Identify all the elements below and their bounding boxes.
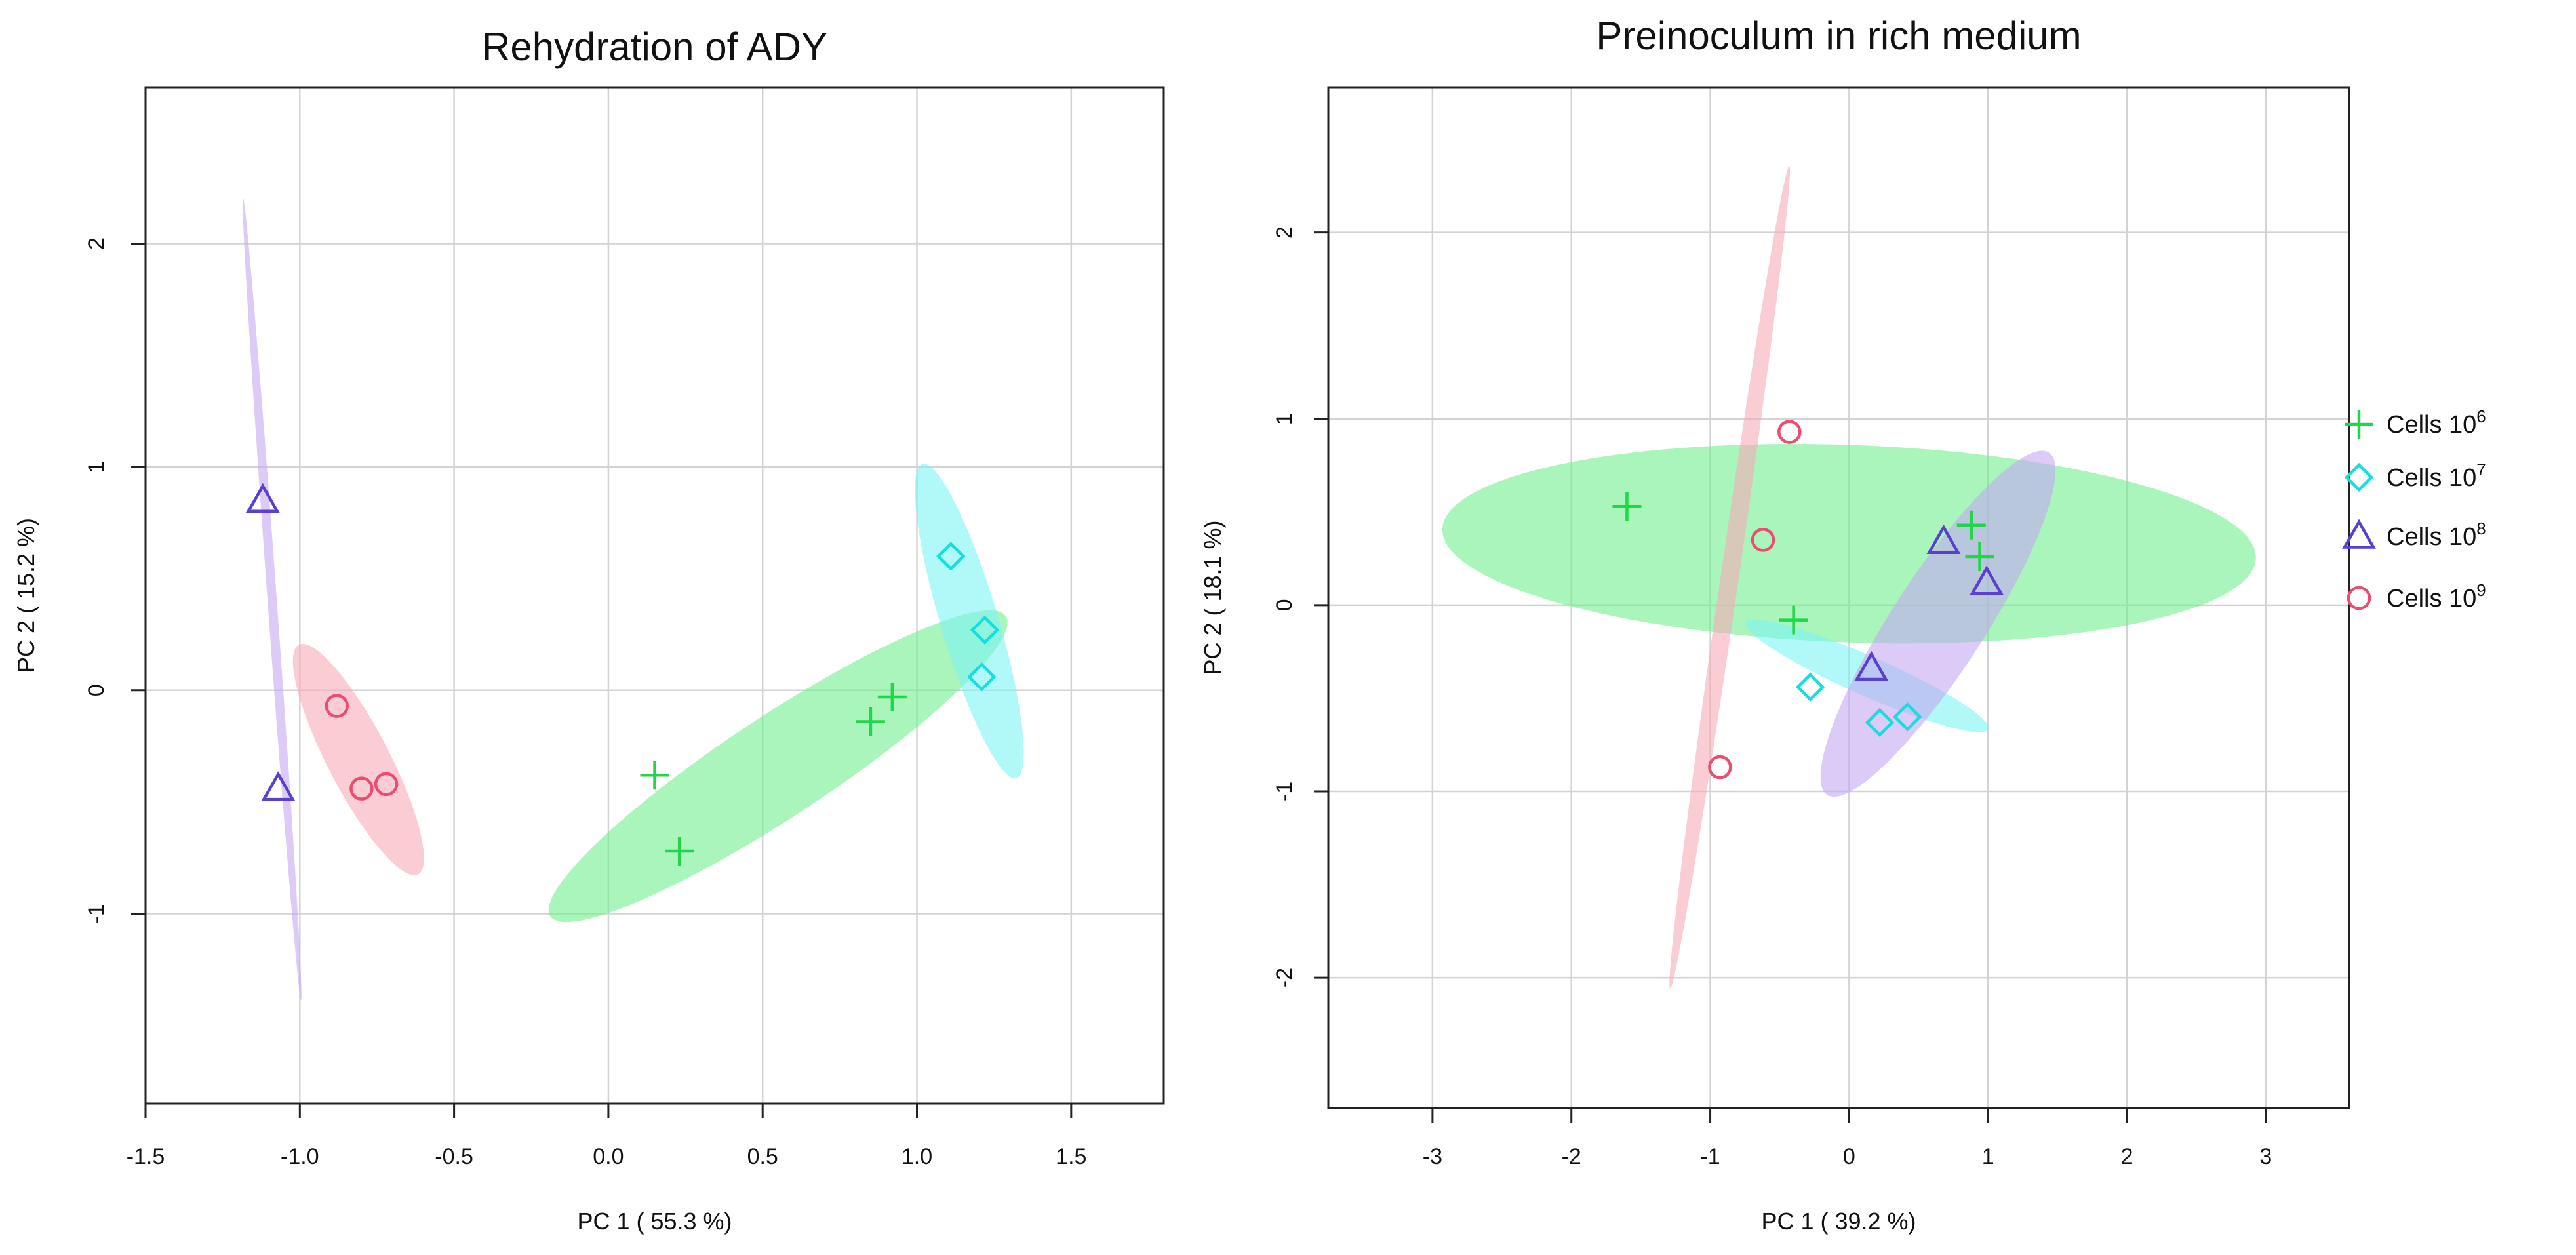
confidence-ellipse-cells-1e8 (243, 197, 302, 1001)
y-tick-label: 1 (84, 461, 109, 473)
legend-marker-cells-1e9 (2347, 586, 2371, 610)
y-axis-label: PC 2 ( 18.1 %) (1199, 520, 1226, 675)
confidence-ellipse-cells-1e9 (292, 643, 424, 875)
legend-label-cells-1e6: Cells 106 (2387, 407, 2486, 439)
data-point-cells-1e6 (1779, 605, 1808, 635)
legend-label-text: Cells 10 (2387, 585, 2476, 612)
y-tick-label: 0 (1272, 599, 1297, 611)
x-tick-label: -2 (1562, 1144, 1581, 1169)
chart-title: Preinoculum in rich medium (1596, 14, 2081, 58)
legend-label-text: Cells 10 (2387, 464, 2476, 492)
legend-marker-cells-1e7 (2344, 462, 2374, 492)
y-tick-label: -1 (1272, 782, 1297, 801)
data-point-cells-1e8 (261, 771, 296, 801)
legend-label-exponent: 8 (2476, 519, 2486, 538)
x-tick-label: -1 (1700, 1144, 1720, 1169)
confidence-ellipse-cells-1e6 (548, 610, 1008, 923)
chart-preinoculum-in-rich-medium: -3 -2 -1 0 1 2 3 -2 -1 0 1 2 Preinoculum in rich med… (1199, 14, 2350, 1235)
data-point-cells-1e9 (1751, 528, 1775, 552)
data-point-cells-1e6 (877, 683, 907, 711)
y-tick-label: 0 (84, 684, 109, 696)
confidence-ellipse-cells-1e9 (1669, 165, 1791, 989)
x-axis-label: PC 1 ( 39.2 %) (1761, 1208, 1916, 1235)
x-tick-label: -1.0 (281, 1144, 319, 1169)
x-tick-label: 0 (1843, 1144, 1855, 1169)
legend-label-exponent: 9 (2476, 580, 2486, 600)
chart-rehydration-of-ady: -1.5 -1.0 -0.5 0.0 0.5 1.0 1.5 -1 0 1 2 Rehydration… (12, 25, 1165, 1235)
data-point-cells-1e6 (665, 837, 694, 866)
x-tick-label: 0.0 (593, 1144, 624, 1169)
data-point-cells-1e9 (1708, 755, 1732, 780)
data-point-cells-1e7 (967, 662, 997, 692)
legend-marker-cells-1e6 (2345, 410, 2373, 439)
x-tick-label: 1.5 (1056, 1144, 1086, 1169)
data-point-cells-1e9 (374, 772, 399, 797)
x-tick-label: -1.5 (127, 1144, 165, 1169)
x-tick-label: 2 (2121, 1144, 2133, 1169)
data-point-cells-1e7 (1865, 707, 1895, 738)
data-point-cells-1e6 (1956, 510, 1986, 540)
data-point-cells-1e7 (970, 615, 1000, 645)
data-point-cells-1e6 (640, 761, 669, 790)
confidence-ellipse-cells-1e7 (915, 464, 1024, 779)
y-tick-label: -2 (1272, 968, 1297, 987)
data-point-cells-1e6 (1612, 492, 1642, 521)
x-tick-label: 0.5 (747, 1144, 778, 1169)
data-point-cells-1e8 (1926, 524, 1961, 555)
plot-frame (144, 86, 1165, 1105)
x-tick-label: 3 (2259, 1144, 2272, 1169)
data-point-cells-1e9 (1777, 420, 1802, 444)
legend-label-cells-1e8: Cells 108 (2387, 519, 2486, 551)
chart-title: Rehydration of ADY (482, 25, 827, 69)
legend-label-text: Cells 10 (2387, 523, 2476, 551)
y-tick-label: 1 (1272, 412, 1297, 425)
x-tick-label: 1.0 (902, 1144, 932, 1169)
legend-label-cells-1e9: Cells 109 (2387, 580, 2486, 612)
confidence-ellipse-cells-1e6 (1442, 444, 2256, 644)
legend-label-exponent: 6 (2476, 407, 2486, 426)
x-tick-label: 1 (1982, 1144, 1994, 1169)
legend-label-exponent: 7 (2476, 460, 2486, 479)
data-point-cells-1e7 (1893, 702, 1922, 732)
data-point-cells-1e7 (1795, 672, 1825, 702)
y-tick-label: 2 (84, 237, 109, 250)
data-point-cells-1e9 (349, 776, 374, 801)
data-point-cells-1e8 (1854, 650, 1889, 681)
legend-label-cells-1e7: Cells 107 (2387, 460, 2486, 492)
x-axis-label: PC 1 ( 55.3 %) (577, 1208, 732, 1235)
data-point-cells-1e6 (1965, 542, 1994, 571)
data-point-cells-1e9 (325, 694, 349, 718)
y-tick-label: -1 (84, 904, 109, 923)
legend-label-text: Cells 10 (2387, 411, 2476, 439)
data-point-cells-1e7 (936, 542, 966, 571)
y-tick-label: 2 (1272, 226, 1297, 239)
x-tick-label: -0.5 (435, 1144, 473, 1169)
y-axis-label: PC 2 ( 15.2 %) (12, 518, 39, 673)
data-point-cells-1e8 (245, 483, 280, 513)
legend-marker-cells-1e8 (2342, 519, 2376, 549)
data-point-cells-1e6 (856, 707, 885, 736)
x-tick-label: -3 (1423, 1144, 1442, 1169)
data-point-cells-1e8 (1970, 565, 2004, 595)
